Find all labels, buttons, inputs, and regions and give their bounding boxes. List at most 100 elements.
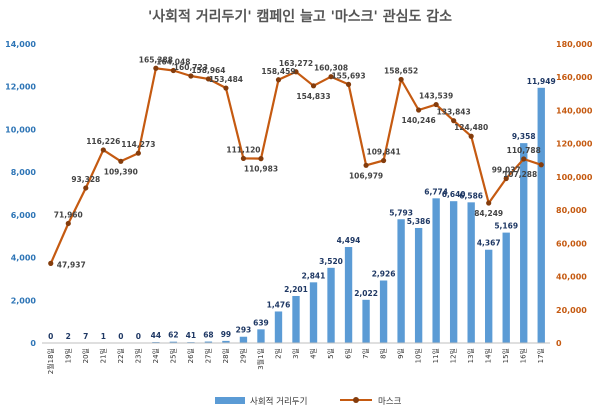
bar: [362, 299, 370, 343]
line-series: [48, 65, 544, 266]
line-point: [83, 185, 89, 191]
left-axis-tick-label: 12,000: [5, 83, 36, 92]
line-point: [188, 73, 194, 79]
bar: [239, 336, 248, 343]
line-point: [503, 175, 509, 182]
line-point: [118, 158, 124, 164]
line-point: [310, 83, 317, 89]
x-axis-tick-label: 20일: [81, 348, 90, 363]
bar-data-label: 639: [253, 318, 269, 327]
chart-title: '사회적 거리두기' 캠페인 늘고 '마스크' 관심도 감소: [148, 8, 452, 25]
bar: [467, 202, 475, 343]
line-point: [380, 157, 387, 164]
line-data-label: 106,979: [349, 171, 383, 180]
bar-data-label: 0: [118, 332, 123, 341]
bar: [449, 201, 458, 343]
line-point: [363, 162, 369, 168]
line-point: [48, 260, 54, 266]
bar-data-label: 2,841: [302, 271, 326, 280]
line-data-label: 155,693: [331, 71, 365, 80]
x-axis-tick-label: 12일: [449, 348, 458, 363]
left-axis-tick-label: 10,000: [5, 125, 36, 134]
line-data-label: 110,983: [244, 165, 278, 174]
bar: [327, 267, 335, 343]
bar: [432, 198, 440, 343]
bar-data-label: 2,201: [284, 285, 308, 294]
x-axis-tick-label: 6일: [344, 348, 353, 359]
bar-data-label: 2,926: [372, 270, 396, 279]
line-point: [345, 81, 352, 87]
bar-data-label: 11,949: [527, 77, 556, 86]
line-point: [258, 156, 264, 162]
line-point: [433, 101, 439, 108]
line-point: [398, 76, 404, 83]
right-axis-tick-label: 120,000: [556, 140, 593, 149]
x-axis-tick-label: 11일: [431, 348, 440, 363]
bar-data-label: 4,367: [477, 239, 501, 248]
line-data-label: 116,226: [86, 137, 120, 146]
line-data-label: 47,937: [57, 260, 86, 269]
bar: [537, 87, 545, 343]
x-axis-tick-label: 7일: [361, 348, 370, 359]
line-data-label: 111,120: [226, 145, 260, 154]
bar: [414, 227, 423, 343]
bar-data-label: 5,169: [494, 222, 518, 231]
line-data-label: 110,788: [507, 146, 541, 155]
x-axis-tick-label: 2월18일: [46, 348, 55, 374]
x-axis-tick-label: 3일: [291, 348, 300, 359]
legend: 사회적 거리두기 마스크: [215, 396, 402, 407]
right-y-axis: 0 20,000 40,000 60,000 80,000 100,000 120,000 1…: [556, 40, 593, 348]
left-axis-tick-label: 14,000: [5, 40, 36, 49]
x-axis-tick-label: 8일: [379, 348, 388, 359]
x-axis-tick-label: 22일: [116, 348, 125, 363]
x-axis-tick-label: 27일: [203, 348, 212, 363]
bar-data-label: 0: [136, 332, 141, 341]
right-axis-tick-label: 60,000: [556, 239, 587, 248]
bar: [257, 329, 265, 343]
x-axis-tick-label: 4일: [309, 348, 318, 359]
bar-data-label: 4,494: [337, 236, 361, 245]
left-axis-tick-label: 4,000: [11, 254, 37, 263]
line-data-label: 164,048: [156, 57, 190, 66]
bar: [502, 232, 510, 343]
bar-data-label: 2: [66, 332, 71, 341]
bar-data-label: 7: [83, 332, 88, 341]
line-data-label: 99,037: [492, 165, 521, 174]
line-point: [135, 150, 141, 156]
x-axis-tick-label: 26일: [186, 348, 195, 363]
left-y-axis: 0 2,000 4,000 6,000 8,000 10,000 12,000 14,000: [5, 40, 36, 348]
line-data-label: 107,288: [503, 170, 537, 179]
line-data-label: 93,328: [71, 175, 100, 184]
bar: [292, 295, 300, 343]
bar-data-label: 5,386: [407, 217, 431, 226]
line-point: [416, 107, 422, 113]
bar-data-label: 41: [186, 331, 196, 340]
line-data-label: 109,390: [104, 167, 138, 176]
right-axis-tick-label: 0: [556, 339, 562, 348]
bar: [485, 249, 493, 343]
bar-data-label: 6,774: [424, 187, 448, 196]
bar-data-label: 3,520: [319, 257, 343, 266]
legend-label-line: 마스크: [378, 397, 402, 407]
legend-swatch-bar: [215, 397, 245, 404]
line-data-label: 143,539: [419, 92, 453, 101]
line-data-label: 163,272: [279, 59, 313, 68]
right-axis-tick-label: 40,000: [556, 273, 587, 282]
line-data-label: 158,652: [384, 66, 418, 75]
bar-data-label: 62: [168, 331, 178, 340]
line-point: [538, 162, 544, 168]
right-axis-tick-label: 100,000: [556, 173, 593, 182]
x-axis-tick-label: 29일: [238, 348, 247, 363]
right-axis-tick-label: 180,000: [556, 40, 593, 49]
left-axis-tick-label: 8,000: [11, 168, 37, 177]
bar-data-label: 5,793: [389, 208, 413, 217]
bar: [169, 341, 178, 343]
right-axis-tick-label: 160,000: [556, 73, 593, 82]
line-point: [468, 133, 474, 139]
bar-data-label: 99: [221, 330, 231, 339]
left-axis-tick-label: 6,000: [11, 211, 37, 220]
bar-data-label: 1,476: [267, 300, 291, 309]
